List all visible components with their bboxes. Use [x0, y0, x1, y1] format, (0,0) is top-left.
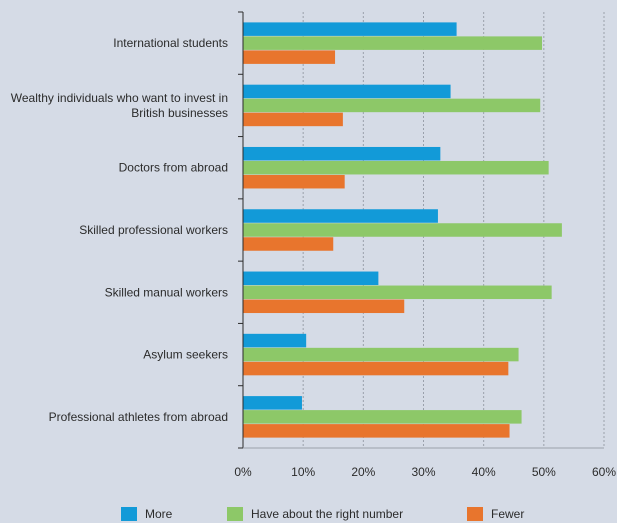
bar: [243, 271, 379, 286]
x-tick-label: 30%: [411, 465, 435, 479]
bar: [243, 209, 438, 223]
bar: [243, 98, 541, 113]
bar: [243, 22, 457, 36]
legend-label-about-right: Have about the right number: [251, 507, 404, 521]
legend-swatch-about-right: [227, 507, 243, 521]
legend-item-about-right: Have about the right number: [227, 507, 403, 523]
category-label: Asylum seekers: [143, 348, 228, 362]
bar: [243, 50, 336, 64]
legend-swatch-more: [121, 507, 137, 521]
category-label: Professional athletes from abroad: [49, 410, 228, 424]
bar: [243, 160, 549, 175]
x-tick-label: 50%: [532, 465, 556, 479]
bar: [243, 285, 552, 300]
legend-label-fewer: Fewer: [491, 507, 525, 521]
bar: [243, 237, 334, 251]
category-label: Skilled professional workers: [79, 223, 228, 237]
bar: [243, 299, 405, 314]
x-tick-label: 40%: [472, 465, 496, 479]
category-label: British businesses: [131, 106, 228, 120]
bar-chart: International students Wealthy individual…: [11, 11, 616, 479]
legend-label-more: More: [145, 507, 173, 521]
x-tick-label: 10%: [291, 465, 315, 479]
bar: [243, 174, 345, 189]
bar: [243, 424, 510, 438]
bar: [243, 36, 543, 50]
category-label: International students: [113, 36, 228, 50]
category-label: Skilled manual workers: [105, 285, 228, 299]
category-label: Doctors from abroad: [119, 161, 228, 175]
x-tick-label: 60%: [592, 465, 616, 479]
bar: [243, 410, 522, 424]
legend-item-fewer: Fewer: [467, 507, 524, 523]
category-label: Wealthy individuals who want to invest i…: [11, 91, 228, 105]
bar: [243, 223, 562, 237]
legend-item-more: More: [121, 507, 172, 523]
legend-swatch-fewer: [467, 507, 483, 521]
bar: [243, 333, 307, 348]
bar: [243, 396, 302, 410]
bar: [243, 84, 451, 99]
bar: [243, 361, 509, 376]
bar: [243, 347, 519, 362]
bar: [243, 112, 343, 127]
bar: [243, 146, 441, 161]
x-tick-label: 20%: [351, 465, 375, 479]
x-tick-label: 0%: [234, 465, 252, 479]
legend: More Have about the right number Fewer: [0, 505, 617, 522]
